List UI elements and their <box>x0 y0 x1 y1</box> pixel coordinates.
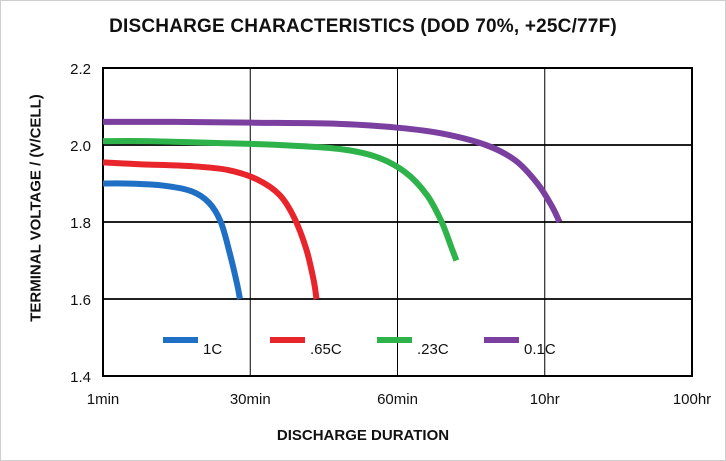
chart-title: DISCHARGE CHARACTERISTICS (DOD 70%, +25C… <box>109 16 617 37</box>
y-tick-label: 1.8 <box>70 215 91 232</box>
x-axis-label: DISCHARGE DURATION <box>276 427 450 444</box>
legend-label-3: .23C <box>417 341 449 358</box>
x-tick-label: 100hr <box>673 391 711 408</box>
series-line-3 <box>102 138 460 262</box>
x-tick-label: 30min <box>230 391 271 408</box>
legend-label-1: 1C <box>203 341 222 358</box>
series-line-1 <box>102 180 243 300</box>
series-line-4 <box>102 118 563 224</box>
y-tick-label: 1.6 <box>70 292 91 309</box>
y-tick-label: 2.2 <box>70 61 91 78</box>
x-tick-label: 10hr <box>530 391 560 408</box>
legend-label-4: 0.1C <box>524 341 556 358</box>
x-tick-label: 60min <box>377 391 418 408</box>
series-line-2 <box>102 159 320 300</box>
y-tick-label: 2.0 <box>70 138 91 155</box>
x-tick-label: 1min <box>87 391 120 408</box>
legend-label-2: .65C <box>310 341 342 358</box>
y-tick-label: 1.4 <box>70 369 91 386</box>
